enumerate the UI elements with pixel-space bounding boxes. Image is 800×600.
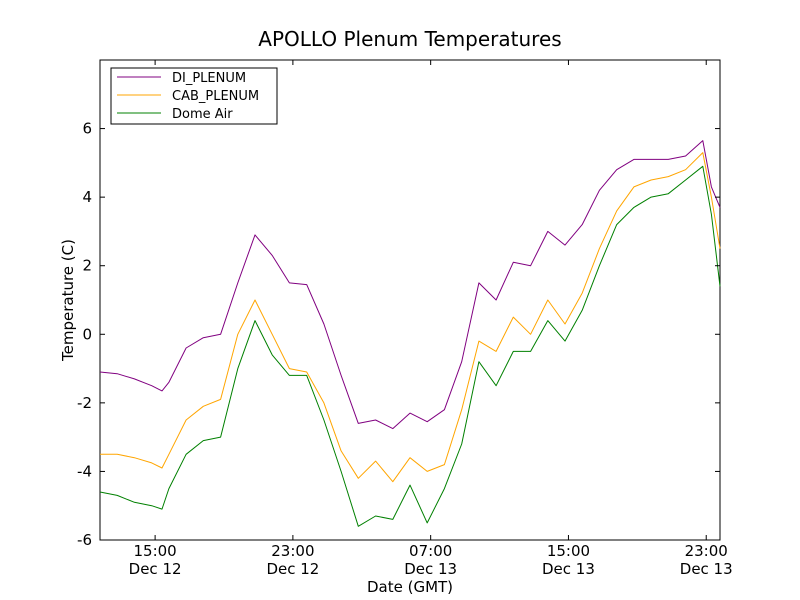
- x-tick-label-time: 15:00: [547, 542, 590, 560]
- x-axis-label: Date (GMT): [367, 578, 453, 596]
- y-tick-label: -6: [77, 531, 92, 549]
- y-tick-label: 0: [82, 325, 92, 343]
- plot-area: [99, 59, 721, 541]
- y-axis-label: Temperature (C): [59, 239, 77, 362]
- y-tick-label: 4: [82, 188, 92, 206]
- y-tick-label: -4: [77, 462, 92, 480]
- x-tick-label-time: 23:00: [271, 542, 314, 560]
- series-line-dome-air: [99, 165, 721, 527]
- legend: DI_PLENUM CAB_PLENUM Dome Air: [110, 67, 278, 125]
- y-tick-label: 6: [82, 120, 92, 138]
- y-axis: -6 -4 -2 0 2 4 6: [77, 120, 720, 549]
- x-tick-label-date: Dec 13: [542, 560, 595, 578]
- x-tick-label-date: Dec 12: [129, 560, 182, 578]
- x-tick-label-time: 07:00: [409, 542, 452, 560]
- legend-label-dome-air: Dome Air: [172, 107, 233, 122]
- x-tick-label-date: Dec 13: [680, 560, 733, 578]
- x-tick-label-date: Dec 12: [266, 560, 319, 578]
- legend-label-cab-plenum: CAB_PLENUM: [172, 89, 259, 104]
- y-tick-label: -2: [77, 394, 92, 412]
- x-tick-label-time: 15:00: [133, 542, 176, 560]
- x-tick-label-time: 23:00: [685, 542, 728, 560]
- series-line-cab-plenum: [100, 152, 721, 483]
- legend-label-di-plenum: DI_PLENUM: [172, 71, 246, 86]
- chart-title: APOLLO Plenum Temperatures: [258, 27, 561, 51]
- y-tick-label: 2: [82, 257, 92, 275]
- series-line-di-plenum: [99, 140, 721, 430]
- series-layer: [99, 140, 721, 527]
- x-tick-label-date: Dec 13: [404, 560, 457, 578]
